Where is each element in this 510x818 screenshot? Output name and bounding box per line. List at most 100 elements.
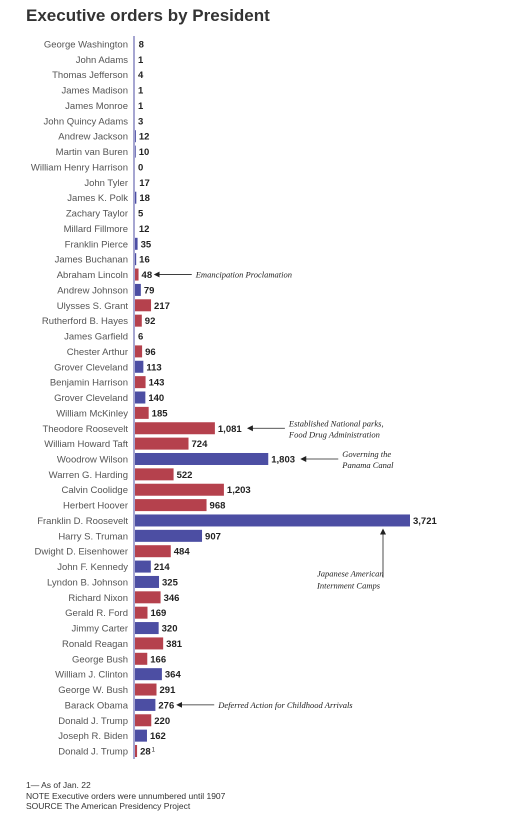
bar	[135, 499, 207, 512]
bar	[135, 299, 152, 312]
annotation-text: Japanese American	[317, 568, 384, 578]
value-label: 364	[165, 670, 182, 681]
bar	[135, 176, 136, 188]
value-label: 185	[152, 408, 169, 419]
category-label: Herbert Hoover	[63, 501, 128, 512]
value-label: 1,203	[227, 485, 251, 496]
value-label: 12	[139, 132, 150, 143]
category-label: George Bush	[72, 654, 128, 665]
category-label: George W. Bush	[58, 685, 128, 696]
bar	[135, 637, 164, 650]
category-label: Benjamin Harrison	[50, 378, 128, 389]
category-label: James Buchanan	[55, 255, 128, 266]
value-label: 79	[144, 285, 155, 296]
value-label: 381	[166, 639, 183, 650]
value-label: 48	[142, 270, 153, 281]
category-label: James Monroe	[65, 101, 128, 112]
category-label: Richard Nixon	[68, 593, 128, 604]
value-label: 320	[162, 624, 178, 635]
note: NOTE Executive orders were unnumbered un…	[26, 790, 226, 801]
bar	[135, 652, 148, 665]
category-label: Martin van Buren	[56, 147, 128, 158]
value-label: 12	[139, 224, 150, 235]
category-label: Donald J. Trump	[58, 747, 128, 758]
category-label: Millard Fillmore	[64, 224, 128, 235]
bar	[135, 191, 137, 204]
category-label: Franklin D. Roosevelt	[37, 516, 128, 527]
category-label: Zachary Taylor	[66, 209, 128, 220]
bar	[135, 376, 146, 389]
category-label: William Howard Taft	[44, 439, 128, 450]
value-label: 346	[164, 593, 180, 604]
value-label: 217	[154, 301, 170, 312]
bar	[135, 545, 171, 558]
value-label: 162	[150, 731, 166, 742]
value-label: 724	[192, 439, 209, 450]
category-label: Harry S. Truman	[58, 531, 128, 542]
bar	[135, 698, 156, 711]
value-label: 522	[177, 470, 193, 481]
bar	[135, 253, 137, 266]
bar	[135, 422, 215, 435]
bar	[135, 360, 144, 373]
bar	[135, 437, 189, 450]
category-label: Thomas Jefferson	[52, 70, 128, 81]
value-label: 166	[150, 654, 166, 665]
value-label: 214	[154, 562, 171, 573]
bar	[135, 606, 148, 619]
bars-layer	[135, 130, 410, 758]
source: SOURCE The American Presidency Project	[26, 801, 191, 811]
value-label: 0	[138, 162, 143, 173]
category-label: Andrew Johnson	[57, 285, 128, 296]
value-label: 220	[154, 716, 170, 727]
annotation-text: Food Drug Administration	[288, 429, 380, 439]
value-label: 143	[149, 378, 165, 389]
bar	[135, 283, 141, 296]
value-superscript: 1	[152, 748, 156, 754]
category-label: Grover Cleveland	[54, 393, 128, 404]
bar	[135, 452, 269, 465]
category-label: Donald J. Trump	[58, 716, 128, 727]
bar	[135, 622, 159, 635]
category-label: Rutherford B. Hayes	[42, 316, 128, 327]
category-label: John Tyler	[84, 178, 128, 189]
category-label: George Washington	[44, 40, 128, 51]
annotation-text: Panama Canal	[341, 460, 394, 470]
category-label: William J. Clinton	[55, 670, 128, 681]
value-label: 17	[139, 178, 150, 189]
bar	[135, 391, 146, 404]
category-label: Jimmy Carter	[72, 624, 128, 635]
category-label: John Quincy Adams	[44, 116, 129, 127]
value-label: 3	[138, 116, 143, 127]
value-label: 10	[139, 147, 150, 158]
bar	[135, 745, 138, 758]
bar	[135, 529, 203, 542]
value-label: 140	[148, 393, 164, 404]
chart-notes: 1— As of Jan. 22 NOTE Executive orders w…	[26, 780, 225, 812]
value-label: 1	[138, 101, 144, 112]
category-label: Ulysses S. Grant	[57, 301, 129, 312]
value-label: 281	[140, 747, 156, 758]
bar	[135, 575, 160, 588]
chart-title: Executive orders by President	[26, 6, 270, 25]
value-label: 16	[139, 255, 150, 266]
annotation-text: Internment Camps	[316, 580, 381, 590]
category-label: John F. Kennedy	[57, 562, 128, 573]
value-label: 1,081	[218, 424, 242, 435]
bar-chart: George Washington 8 John Adams 1 Thomas Jeff…	[31, 36, 437, 760]
category-label: Dwight D. Eisenhower	[35, 547, 128, 558]
value-label: 8	[139, 40, 144, 51]
value-label: 5	[138, 209, 144, 220]
bar	[135, 314, 142, 327]
category-label: Andrew Jackson	[58, 132, 128, 143]
value-label: 968	[210, 501, 226, 512]
value-label: 6	[138, 332, 143, 343]
annotation-text: Emancipation Proclamation	[195, 270, 292, 280]
bar	[135, 145, 136, 158]
bar	[135, 560, 151, 573]
category-label: James Garfield	[64, 332, 128, 343]
category-label: Lyndon B. Johnson	[47, 577, 128, 588]
value-label: 276	[158, 700, 174, 711]
bar	[135, 237, 138, 250]
category-label: Gerald R. Ford	[65, 608, 128, 619]
